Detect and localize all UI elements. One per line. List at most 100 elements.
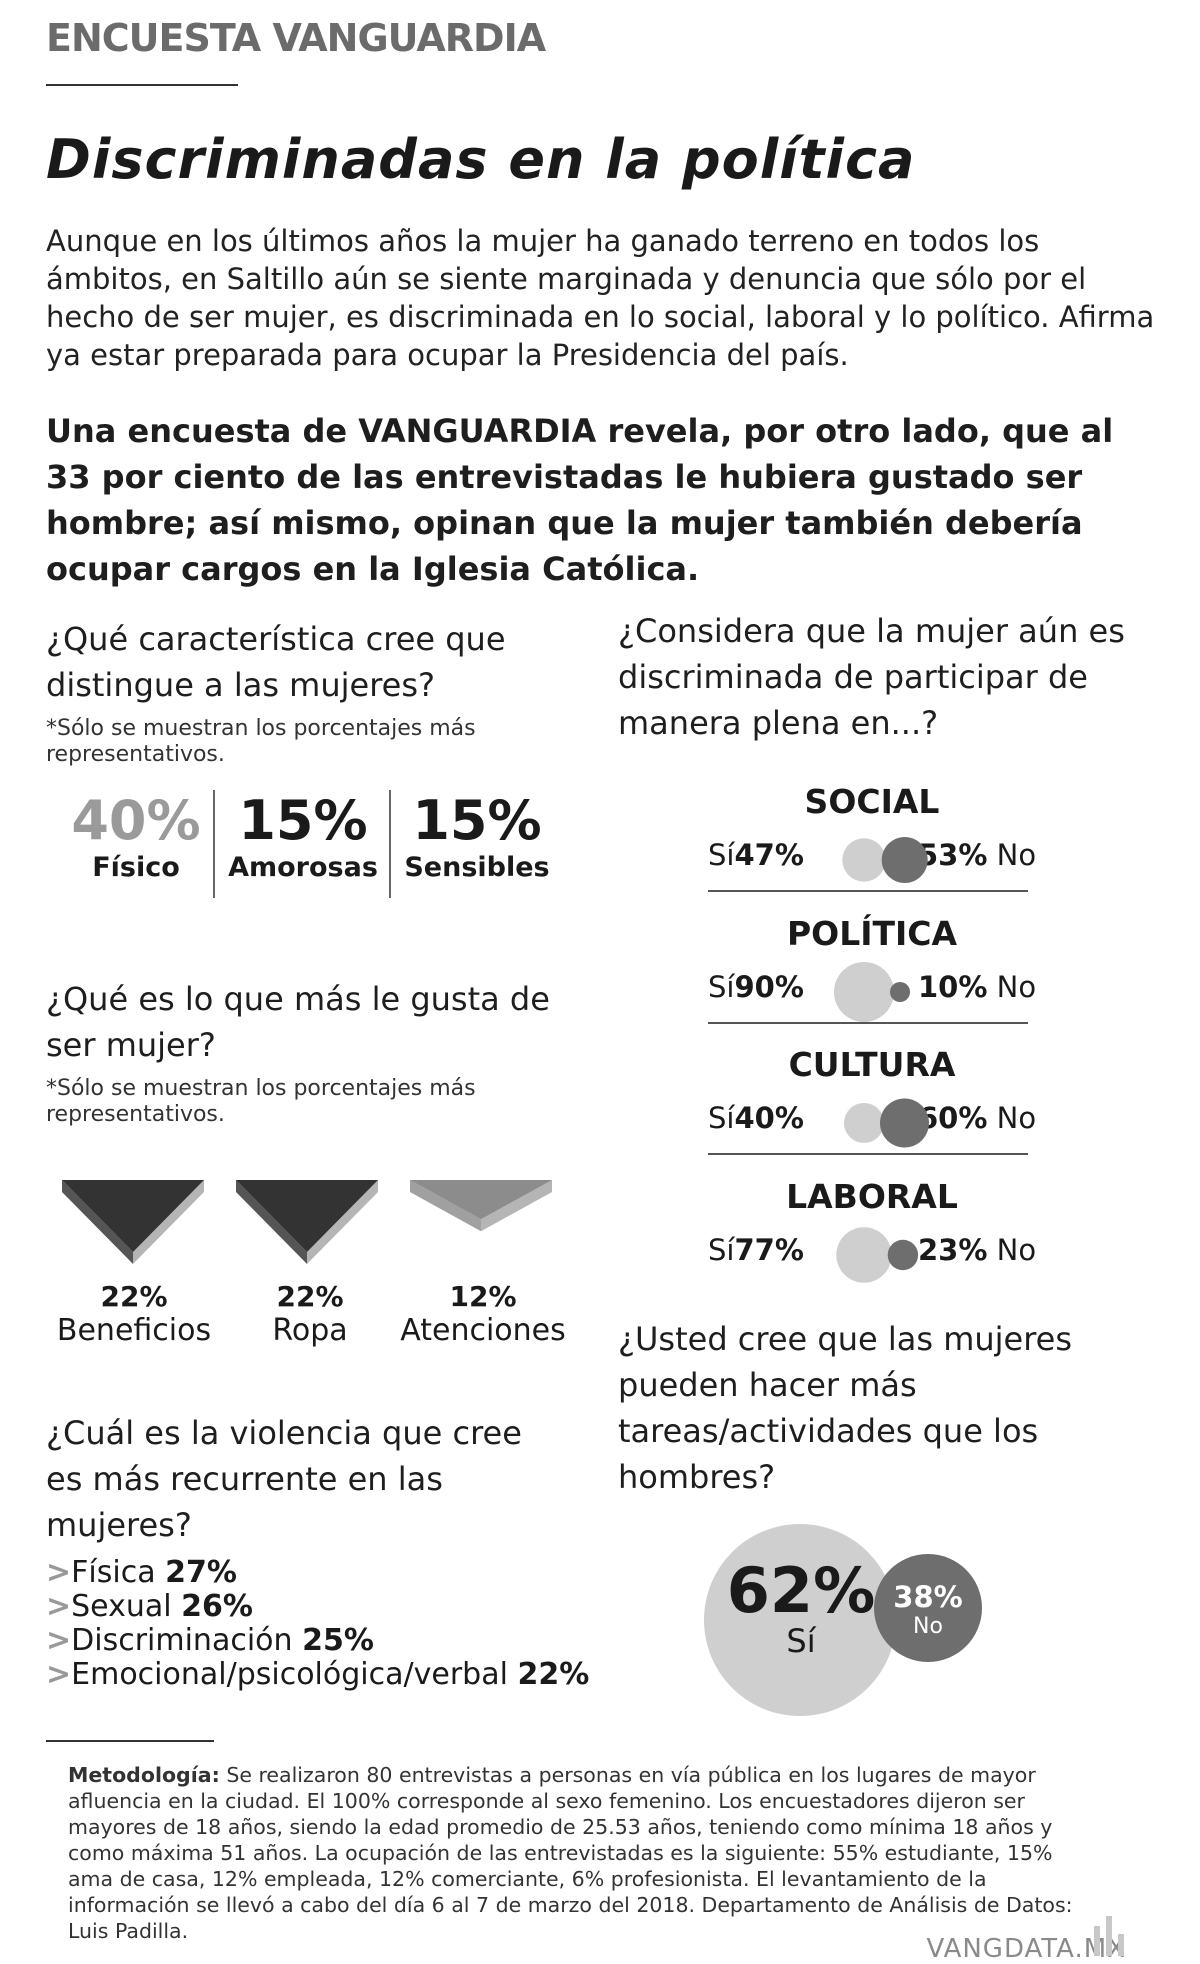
q4-no-bubble bbox=[880, 1098, 929, 1148]
q4-si-pct: 77% bbox=[734, 1233, 804, 1267]
list-item: >Discriminación 25% bbox=[46, 1623, 374, 1658]
q3-item-pct: 22% bbox=[517, 1657, 590, 1692]
q5-bubbles bbox=[704, 1524, 982, 1716]
highlight-paragraph: Una encuesta de VANGUARDIA revela, por o… bbox=[46, 412, 1114, 588]
q2-note: *Sólo se muestran los porcentajes más re… bbox=[46, 1076, 476, 1127]
q2-wedge-label: Atenciones bbox=[400, 1313, 566, 1348]
q2-wedge-pct: 22% bbox=[276, 1280, 344, 1313]
q4-no-pct: 60% bbox=[918, 1101, 988, 1135]
q4-si-bubble bbox=[842, 838, 886, 882]
q2-wedge bbox=[410, 1180, 552, 1220]
q1-stat-pct: 15% bbox=[412, 789, 542, 852]
q4-bubbles bbox=[834, 962, 910, 1022]
q5-si-bubble bbox=[704, 1524, 896, 1716]
q4-no-value: 23% No bbox=[918, 1233, 1036, 1267]
q3-item-pct: 25% bbox=[302, 1623, 374, 1658]
q5-question: ¿Usted cree que las mujeres pueden hacer… bbox=[618, 1320, 1073, 1496]
footer-brand: VANGDATA.MX bbox=[926, 1934, 1126, 1964]
q4-no-pct: 23% bbox=[918, 1233, 988, 1267]
q3-list: >Física 27% >Sexual 26% >Discriminación … bbox=[46, 1556, 589, 1692]
q4-si-label: Sí bbox=[708, 1233, 735, 1267]
section-label: ENCUESTA VANGUARDIA bbox=[46, 16, 546, 60]
q4-no-pct: 10% bbox=[918, 970, 988, 1004]
q2-wedge-side bbox=[62, 1180, 133, 1264]
q1-question: ¿Qué característica cree que distingue a… bbox=[46, 620, 506, 704]
q2-wedge-label: Beneficios bbox=[56, 1313, 212, 1348]
methodology-text: Se realizaron 80 entrevistas a personas … bbox=[68, 1763, 1073, 1943]
q1-stat-sensibles: 15% Sensibles bbox=[397, 789, 557, 884]
q2-wedge-side bbox=[410, 1180, 481, 1232]
q4-row-divider bbox=[708, 1153, 1028, 1155]
q2-question: ¿Qué es lo que más le gusta de ser mujer… bbox=[46, 980, 550, 1064]
q5-si-pct: 62% bbox=[726, 1554, 876, 1627]
q3-item-pct: 26% bbox=[181, 1589, 253, 1624]
q5-no-pct: 38% bbox=[893, 1580, 963, 1614]
q4-si-label: Sí bbox=[708, 970, 735, 1004]
q4-category-title: LABORAL bbox=[786, 1177, 958, 1216]
q3-question: ¿Cuál es la violencia que cree es más re… bbox=[46, 1414, 522, 1544]
q2-label-ropa: 22% Ropa bbox=[230, 1280, 390, 1348]
q1-stat-amorosas: 15% Amorosas bbox=[223, 789, 383, 884]
q4-bubbles bbox=[836, 1227, 919, 1283]
q4-si-value: Sí90% bbox=[708, 970, 804, 1004]
q1-stat-pct: 40% bbox=[71, 789, 201, 852]
q2-wedge bbox=[62, 1180, 204, 1252]
q2-wedge-side bbox=[236, 1180, 307, 1264]
q5-si: 62% Sí bbox=[706, 1554, 896, 1660]
q2-wedges bbox=[62, 1180, 552, 1264]
q4-no-bubble bbox=[887, 1239, 919, 1271]
q4-si-label: Sí bbox=[708, 1101, 735, 1135]
q4-category-title: CULTURA bbox=[788, 1045, 956, 1084]
q4-bubbles bbox=[844, 1098, 929, 1148]
q4-no-label: No bbox=[996, 1233, 1037, 1267]
methodology-label: Metodología: bbox=[68, 1763, 220, 1787]
q3-item-label: Discriminación bbox=[71, 1623, 293, 1658]
q2-wedge-side bbox=[481, 1180, 552, 1232]
q4-no-pct: 53% bbox=[918, 838, 988, 872]
q4-si-value: Sí77% bbox=[708, 1233, 804, 1267]
q3-item-label: Emocional/psicológica/verbal bbox=[71, 1657, 508, 1692]
q2-wedge-side bbox=[133, 1180, 204, 1264]
list-item: >Física 27% bbox=[46, 1555, 237, 1590]
brand-logo-icon bbox=[1094, 1916, 1124, 1956]
q4-si-value: Sí47% bbox=[708, 838, 804, 872]
q4-no-value: 60% No bbox=[918, 1101, 1036, 1135]
q1-divider bbox=[213, 790, 215, 898]
q4-row-divider bbox=[708, 1022, 1028, 1024]
q5-si-label: Sí bbox=[786, 1622, 816, 1660]
q4-si-pct: 47% bbox=[734, 838, 804, 872]
q1-divider bbox=[389, 790, 391, 898]
q1-stat-label: Sensibles bbox=[404, 852, 550, 883]
header-rule bbox=[46, 84, 238, 86]
list-item: >Sexual 26% bbox=[46, 1589, 253, 1624]
q1-stat-pct: 15% bbox=[238, 789, 368, 852]
q1-stat-label: Físico bbox=[92, 852, 180, 883]
q1-stat-fisico: 40% Físico bbox=[56, 789, 216, 884]
list-item: >Emocional/psicológica/verbal 22% bbox=[46, 1657, 590, 1692]
q4-no-label: No bbox=[996, 838, 1037, 872]
q4-no-value: 10% No bbox=[918, 970, 1036, 1004]
q4-si-bubble bbox=[836, 1227, 892, 1283]
q4-si-value: Sí40% bbox=[708, 1101, 804, 1135]
q4-category-title: SOCIAL bbox=[804, 782, 940, 821]
q2-wedge-pct: 12% bbox=[449, 1280, 517, 1313]
methodology-rule bbox=[46, 1740, 214, 1742]
q2-wedge bbox=[236, 1180, 378, 1252]
q4-no-bubble bbox=[890, 982, 910, 1002]
q4-si-pct: 90% bbox=[734, 970, 804, 1004]
q4-question: ¿Considera que la mujer aún es discrimin… bbox=[618, 612, 1125, 742]
q4-no-value: 53% No bbox=[918, 838, 1036, 872]
q4-no-label: No bbox=[996, 970, 1037, 1004]
q4-si-bubble bbox=[844, 1103, 884, 1143]
q2-label-atenciones: 12% Atenciones bbox=[398, 1280, 568, 1348]
q4-si-bubble bbox=[834, 962, 894, 1022]
q1-note: *Sólo se muestran los porcentajes más re… bbox=[46, 716, 476, 767]
q3-item-label: Física bbox=[71, 1555, 156, 1590]
page-title: Discriminadas en la política bbox=[46, 128, 916, 191]
q4-row-divider bbox=[708, 890, 1028, 892]
q4-no-bubble bbox=[881, 837, 928, 883]
q2-label-beneficios: 22% Beneficios bbox=[54, 1280, 214, 1348]
q2-wedge-label: Ropa bbox=[272, 1313, 348, 1348]
q4-si-label: Sí bbox=[708, 838, 735, 872]
q4-no-label: No bbox=[996, 1101, 1037, 1135]
